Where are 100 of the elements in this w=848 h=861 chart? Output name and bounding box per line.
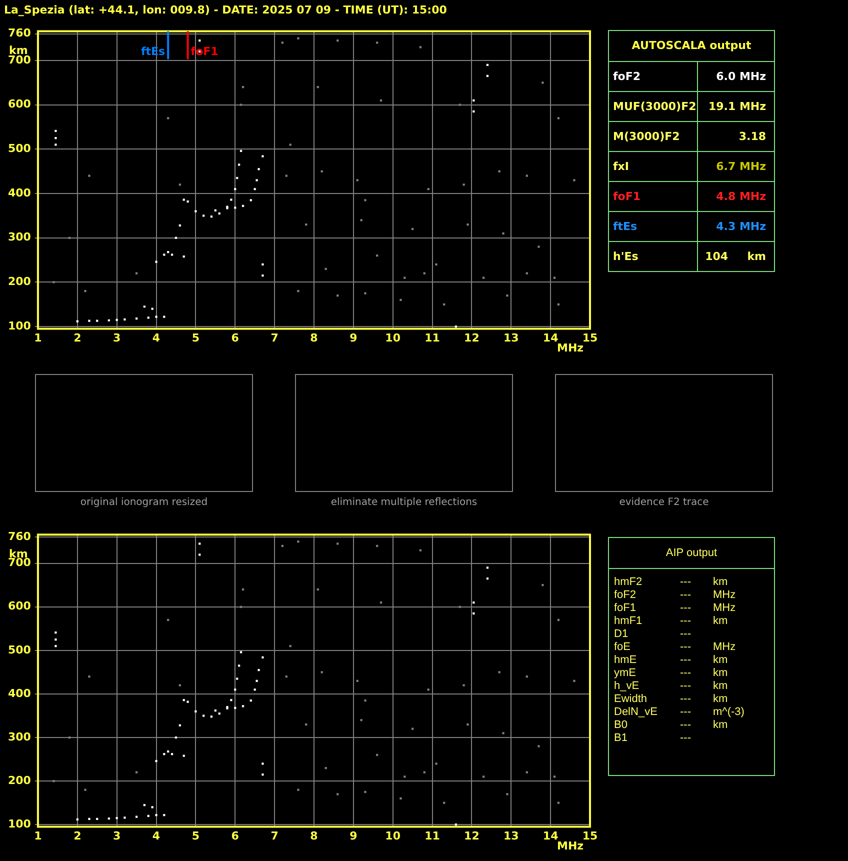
y-tick-label: 200: [8, 275, 32, 288]
y-tick-label: 300: [8, 730, 32, 744]
x-tick-label: 6: [231, 829, 240, 842]
text: evidence F2 trace: [618, 497, 710, 508]
text: 4.3 MHz: [715, 219, 767, 235]
text: h_vE: [613, 680, 640, 693]
x-tick-label: 12: [464, 829, 480, 842]
text: km: [713, 667, 728, 680]
text: 6.0 MHz: [715, 69, 767, 85]
x-tick-label: 14: [542, 829, 559, 842]
text: AIP output: [609, 538, 774, 569]
text: original ionogram resized: [79, 497, 209, 508]
x-tick-label: 2: [74, 829, 82, 842]
y-tick-label: 600: [8, 98, 32, 111]
y-tick-label: 100: [8, 817, 32, 830]
text: foF1: [609, 182, 698, 211]
text: DelN_vE: [613, 706, 658, 719]
y-tick-label: 100: [8, 319, 32, 332]
x-tick-label: 1: [34, 829, 42, 842]
text: M(3000)F2: [609, 122, 698, 151]
x-tick-label: 11: [424, 829, 440, 842]
text: m^(-3): [713, 706, 744, 719]
ref-line-label: ftEs: [140, 45, 166, 58]
text: km: [713, 654, 728, 667]
y-tick-label: 300: [8, 230, 32, 244]
text: MHz: [713, 602, 736, 615]
text: MHz: [713, 641, 736, 654]
y-tick-label: 600: [8, 600, 32, 613]
text: km: [713, 680, 728, 693]
x-tick-label: 9: [350, 331, 358, 344]
x-axis-title: MHz: [557, 840, 584, 853]
x-tick-label: 11: [424, 331, 440, 344]
y-tick-label: 200: [8, 774, 32, 787]
text: 19.1 MHz: [707, 99, 767, 115]
x-tick-label: 5: [192, 829, 200, 842]
x-tick-label: 13: [503, 829, 519, 842]
text: AUTOSCALA output: [609, 31, 774, 62]
text: ---: [680, 680, 692, 693]
x-tick-label: 3: [112, 331, 121, 344]
x-tick-label: 7: [270, 331, 278, 344]
x-tick-label: 8: [310, 829, 318, 842]
text: ---: [680, 628, 692, 641]
x-tick-label: 5: [192, 331, 200, 344]
text: 3.18: [738, 129, 767, 145]
ref-line-label: foF1: [190, 45, 218, 58]
text: D1: [613, 628, 630, 641]
x-axis-title: MHz: [557, 342, 584, 355]
text: 4.8 MHz: [715, 189, 767, 205]
text: 6.7 MHz: [715, 159, 767, 175]
y-tick-label: 400: [8, 686, 32, 700]
text: h'Es: [609, 242, 698, 271]
x-tick-label: 14: [542, 331, 559, 344]
x-tick-label: 3: [112, 829, 121, 842]
y-tick-label: 500: [8, 142, 32, 156]
y-tick-label: 760: [8, 530, 32, 544]
text: ymE: [613, 667, 637, 680]
x-tick-label: 12: [464, 331, 480, 344]
text: km: [713, 576, 728, 589]
x-tick-label: 1: [34, 331, 42, 344]
text: B0: [613, 719, 628, 732]
text: foF2: [613, 589, 638, 602]
text: foF1: [613, 602, 638, 615]
x-tick-label: 13: [503, 331, 519, 344]
text: ---: [680, 654, 692, 667]
x-tick-label: 8: [310, 331, 318, 344]
text: ---: [680, 732, 692, 745]
y-tick-label: 700: [8, 53, 32, 66]
text: Ewidth: [613, 693, 648, 706]
text: hmF1: [613, 615, 644, 628]
text: B1: [613, 732, 628, 745]
x-tick-label: 15: [582, 331, 598, 344]
text: ---: [680, 706, 692, 719]
text: hmE: [613, 654, 638, 667]
text: km: [713, 615, 728, 628]
x-tick-label: 9: [350, 829, 358, 842]
text: ---: [680, 719, 692, 732]
y-tick-label: 500: [8, 643, 32, 656]
x-tick-label: 4: [152, 829, 160, 842]
text: km: [713, 693, 728, 706]
x-tick-label: 6: [231, 331, 240, 344]
x-tick-label: 15: [582, 829, 598, 842]
text: ---: [680, 667, 692, 680]
text: foE: [613, 641, 632, 654]
x-tick-label: 10: [385, 829, 401, 842]
text: fxI: [609, 152, 698, 181]
text: 104 km: [704, 249, 767, 265]
text: eliminate multiple reflections: [330, 497, 478, 508]
y-tick-label: 760: [8, 26, 32, 40]
x-tick-label: 4: [152, 331, 160, 344]
text: km: [713, 719, 728, 732]
x-tick-label: 2: [74, 331, 82, 344]
text: hmF2: [613, 576, 644, 589]
x-tick-label: 10: [385, 331, 401, 344]
text: MHz: [713, 589, 736, 602]
text: foF2: [609, 62, 698, 91]
y-tick-label: 400: [8, 186, 32, 200]
x-tick-label: 7: [270, 829, 278, 842]
text: ---: [680, 602, 692, 615]
text: ---: [680, 693, 692, 706]
text: ---: [680, 589, 692, 602]
